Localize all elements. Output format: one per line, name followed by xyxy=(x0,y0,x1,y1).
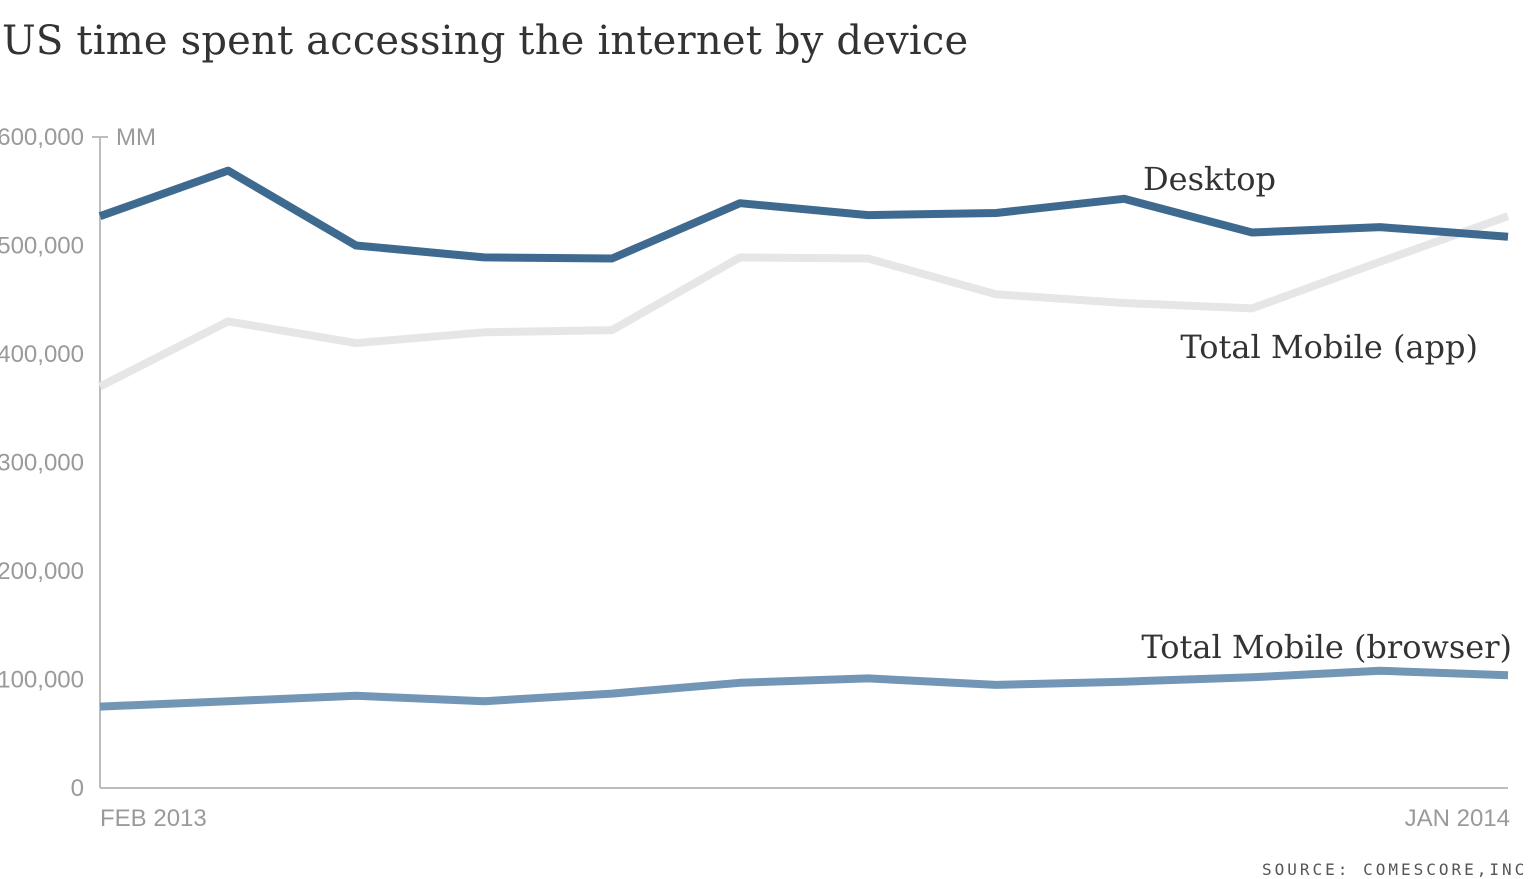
source-note: SOURCE: COMESCORE,INC xyxy=(1262,860,1528,879)
series-line-mobile-app xyxy=(98,212,1510,391)
series-label-mobile-browser: Total Mobile (browser) xyxy=(1141,628,1512,666)
y-tick-label: 600,000 xyxy=(0,124,84,151)
series-line-mobile-browser xyxy=(99,666,1509,711)
y-tick-label: 400,000 xyxy=(0,341,84,368)
y-tick-label: 100,000 xyxy=(0,667,84,694)
series-label-desktop: Desktop xyxy=(1143,160,1276,198)
y-unit-label: MM xyxy=(116,124,156,151)
chart-title: US time spent accessing the internet by … xyxy=(2,18,969,64)
series-line-desktop xyxy=(98,166,1509,263)
x-tick-label-end: JAN 2014 xyxy=(1405,805,1510,832)
y-tick-label: 500,000 xyxy=(0,233,84,260)
series-lines xyxy=(98,166,1510,711)
series-label-mobile-app: Total Mobile (app) xyxy=(1180,328,1478,366)
y-tick-label: 300,000 xyxy=(0,450,84,477)
y-axis-ticks: 600,000 500,000 400,000 300,000 200,000 100,0… xyxy=(0,124,84,802)
y-tick-label: 200,000 xyxy=(0,558,84,585)
axes xyxy=(92,136,1508,789)
y-tick-label: 0 xyxy=(71,775,84,802)
x-tick-label-start: FEB 2013 xyxy=(100,805,207,832)
